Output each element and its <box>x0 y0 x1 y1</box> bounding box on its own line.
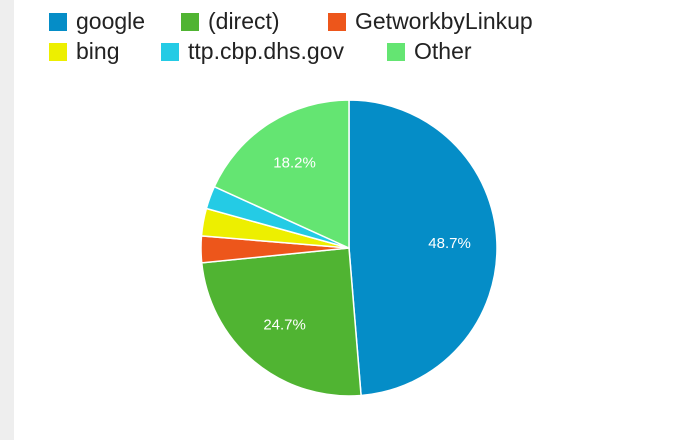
legend-swatch <box>49 43 67 61</box>
legend-swatch <box>161 43 179 61</box>
legend-swatch <box>49 13 67 31</box>
legend-label: GetworkbyLinkup <box>355 8 533 34</box>
legend-swatch <box>181 13 199 31</box>
legend-swatch <box>328 13 346 31</box>
legend-label: ttp.cbp.dhs.gov <box>188 38 344 64</box>
legend-label: Other <box>414 38 472 64</box>
pie-slice <box>348 99 498 397</box>
legend-label: bing <box>76 38 119 64</box>
slice-label: 18.2% <box>273 154 316 171</box>
pie-slice <box>213 99 350 250</box>
slice-label: 24.7% <box>263 316 306 333</box>
slice-label: 48.7% <box>428 235 471 252</box>
side-strip <box>0 0 14 440</box>
legend-label: google <box>76 8 145 34</box>
pie-slice <box>200 247 362 397</box>
legend-swatch <box>387 43 405 61</box>
legend-label: (direct) <box>208 8 280 34</box>
